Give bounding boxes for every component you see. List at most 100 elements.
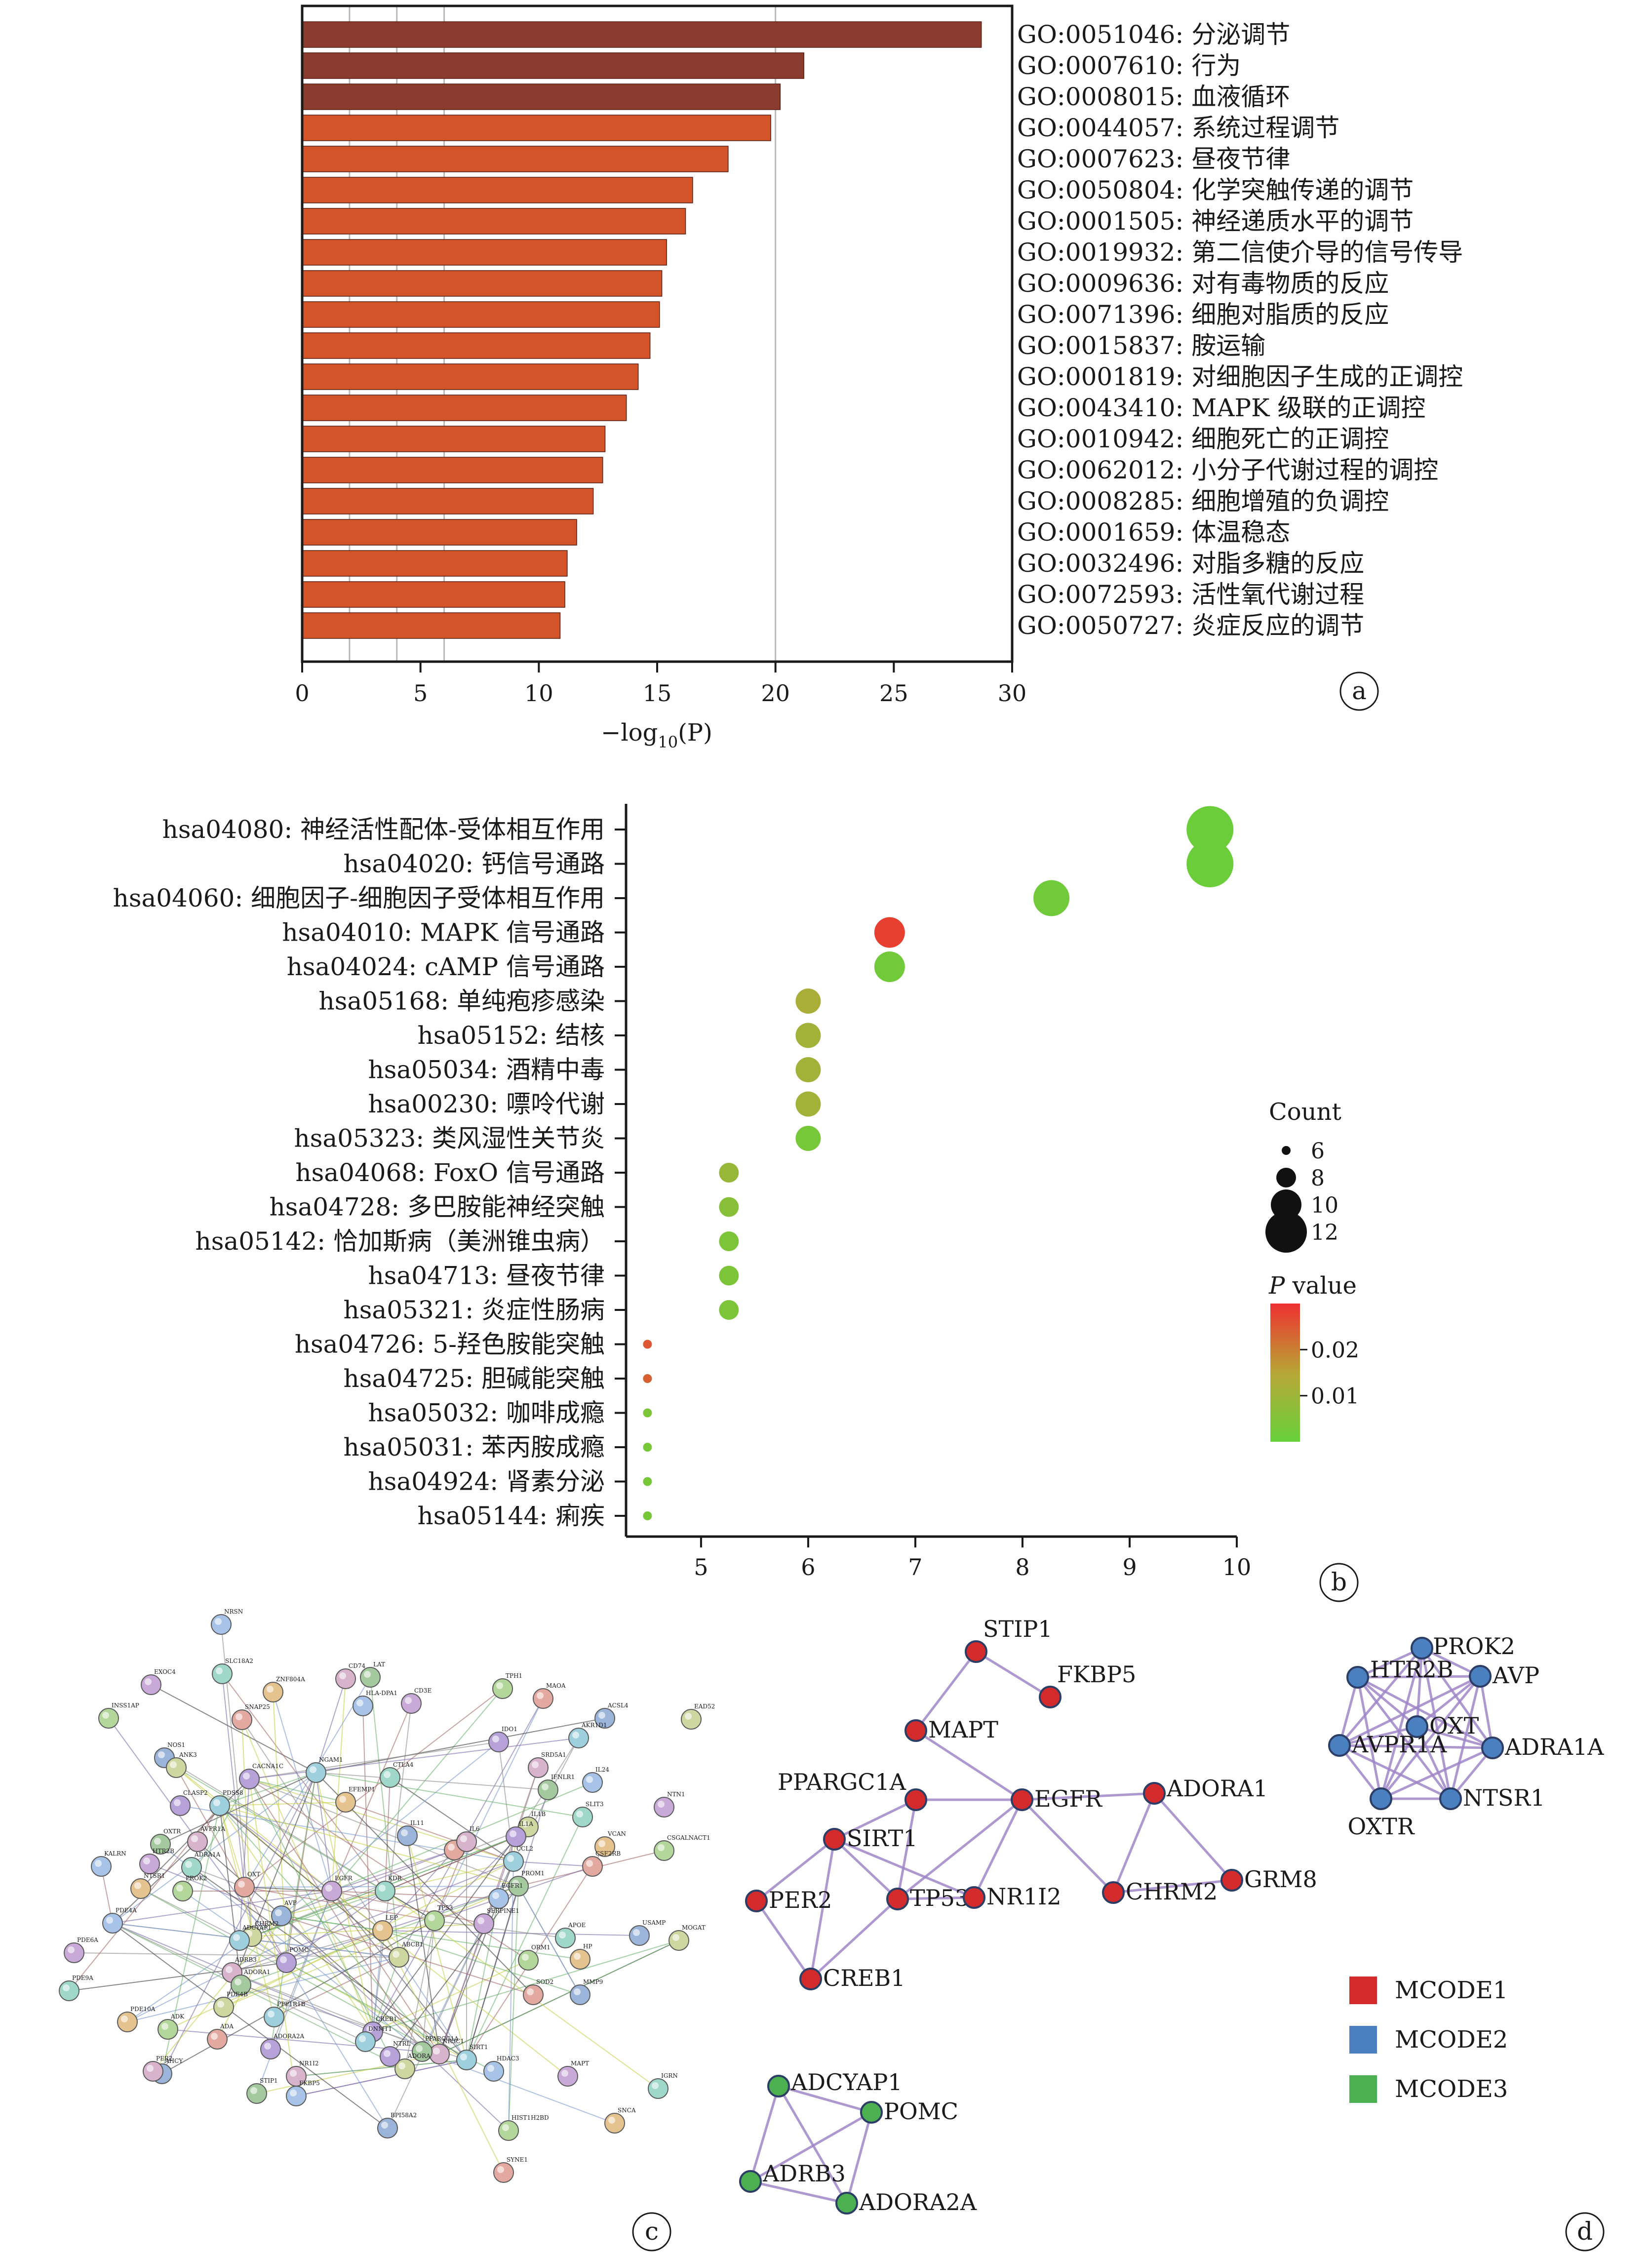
- panel-c-node-highlight: [672, 1934, 679, 1941]
- panel-c-edge: [434, 1698, 544, 1921]
- panel-c-edge: [241, 1719, 399, 1958]
- panel-c-node-label: CLASP2: [183, 1789, 208, 1796]
- panel-b-dot: [643, 1511, 652, 1520]
- panel-c-node-highlight: [216, 1667, 223, 1674]
- panel-b-dot: [643, 1340, 652, 1349]
- panel-c-edge: [219, 1805, 245, 1888]
- panel-c-node-label: SOD2: [536, 1978, 553, 1985]
- panel-a-bar: [302, 177, 693, 203]
- panel-d-edge: [750, 2180, 847, 2205]
- panel-c-node-label: HIST1H2BD: [511, 2114, 549, 2121]
- panel-d-legend-label: MCODE1: [1395, 1977, 1508, 2004]
- panel-c-node-highlight: [658, 1801, 665, 1808]
- panel-c-edge: [439, 1836, 516, 2055]
- panel-d-node-label: CREB1: [823, 1965, 905, 1991]
- panel-c-node-highlight: [542, 1783, 549, 1790]
- panel-d-node-label: MAPT: [928, 1716, 998, 1743]
- panel-b-count-legend-dot: [1282, 1146, 1291, 1155]
- panel-d-node-label: NR1I2: [986, 1883, 1062, 1910]
- panel-d-edge: [1479, 1676, 1494, 1748]
- panel-c-edge: [398, 1957, 467, 2060]
- panel-c-edge: [251, 1923, 484, 1937]
- panel-a-bar: [302, 52, 804, 79]
- panel-d-edge: [755, 1838, 835, 1902]
- panel-c-node-label: IL24: [595, 1766, 609, 1773]
- panel-c-node-label: SNAP25: [245, 1703, 270, 1710]
- panel-c-node-label: ADK: [170, 2013, 185, 2020]
- panel-c-node-label: ADORA2A: [273, 2033, 304, 2040]
- panel-b-dot: [643, 1408, 652, 1418]
- panel-d-node: [1481, 1737, 1504, 1759]
- panel-c-node-highlight: [170, 1761, 177, 1768]
- panel-c-node: [572, 1807, 593, 1827]
- panel-c-node-highlight: [685, 1713, 692, 1720]
- panel-c-node-label: PROM1: [521, 1870, 545, 1877]
- panel-c-node-label: IL6: [470, 1825, 479, 1832]
- panel-d-edge: [1153, 1792, 1233, 1881]
- panel-c-edge: [372, 1940, 679, 2032]
- panel-b-category-label: hsa04068: FoxO 信号通路: [295, 1158, 605, 1187]
- panel-c-node-highlight: [68, 1946, 75, 1953]
- panel-d-edge: [1379, 1648, 1423, 1799]
- panel-a-bar: [302, 83, 781, 110]
- panel-c-node-label: CTLA4: [393, 1761, 414, 1768]
- panel-d-node: [1346, 1666, 1369, 1689]
- panel-b-dot: [795, 1023, 821, 1048]
- panel-b-count-legend-label: 6: [1311, 1139, 1325, 1164]
- panel-c-node-label: SLC18A2: [225, 1658, 253, 1664]
- panel-d-edge: [897, 1896, 975, 1900]
- panel-c-node-highlight: [574, 1988, 581, 1995]
- panel-c-edge: [315, 1772, 583, 1818]
- panel-c-node-highlight: [401, 1829, 408, 1836]
- panel-c-node: [629, 1925, 650, 1946]
- panel-c-edge: [404, 1920, 435, 2069]
- panel-c-node-label: EGFR: [335, 1875, 353, 1882]
- panel-c-node: [91, 1856, 112, 1877]
- panel-c-node-highlight: [366, 2025, 373, 2032]
- panel-c-node-label: PDSS8: [223, 1789, 243, 1796]
- panel-c-node-label: NOS1: [167, 1741, 185, 1748]
- panel-c-node-highlight: [376, 1924, 383, 1931]
- panel-a-bar: [302, 612, 561, 639]
- panel-d-edge: [896, 1799, 917, 1899]
- panel-c-edge: [286, 1962, 388, 2129]
- panel-c-node: [276, 1952, 297, 1973]
- panel-c-node-highlight: [477, 1917, 484, 1924]
- panel-c-node-label: NRSN: [224, 1608, 243, 1615]
- panel-a-bar: [302, 363, 639, 390]
- panel-a-bars: [302, 21, 982, 639]
- panel-c-node: [139, 1854, 160, 1874]
- panel-c-node-highlight: [537, 1692, 544, 1699]
- panel-c-edge: [382, 1850, 455, 1931]
- panel-c-node-highlight: [191, 1835, 198, 1842]
- panel-c-node-highlight: [497, 2166, 504, 2173]
- panel-c-edge: [164, 1757, 386, 1892]
- panel-d-node-label: ADCYAP1: [790, 2069, 903, 2096]
- panel-c-node-label: ADORA1: [243, 1969, 270, 1976]
- panel-c-node: [492, 1678, 513, 1699]
- panel-c-edge: [315, 1678, 346, 1773]
- panel-c-node: [582, 1856, 603, 1877]
- panel-c-node: [523, 1984, 544, 2005]
- panel-c-edge: [167, 1930, 383, 2030]
- panel-c-node-highlight: [379, 1885, 386, 1892]
- panel-c-node: [533, 1688, 553, 1709]
- panel-d-edge: [1338, 1677, 1359, 1746]
- panel-c-node-highlight: [325, 1885, 332, 1892]
- panel-c-edge: [219, 1805, 275, 2017]
- panel-c-node: [456, 1831, 477, 1852]
- panel-c-node-label: CACNA1C: [252, 1763, 283, 1770]
- panel-c-node: [503, 1851, 524, 1872]
- panel-c-edge: [256, 1891, 332, 2094]
- panel-b-count-legend-label: 10: [1311, 1193, 1338, 1218]
- panel-d-edge: [1357, 1675, 1481, 1679]
- panel-d-edge: [975, 1650, 1051, 1699]
- panel-b-category-label: hsa05142: 恰加斯病（美洲锥虫病）: [196, 1227, 605, 1256]
- panel-d-node-label: ADORA2A: [859, 2189, 977, 2215]
- panel-c-node-label: EXOC4: [154, 1668, 176, 1675]
- panel-c-node-highlight: [576, 1811, 583, 1818]
- panel-c-node: [372, 1920, 393, 1941]
- panel-d-edge: [1338, 1675, 1481, 1747]
- panel-c-node-label: VCAN: [607, 1830, 626, 1837]
- panel-d-edges: [749, 1647, 1494, 2205]
